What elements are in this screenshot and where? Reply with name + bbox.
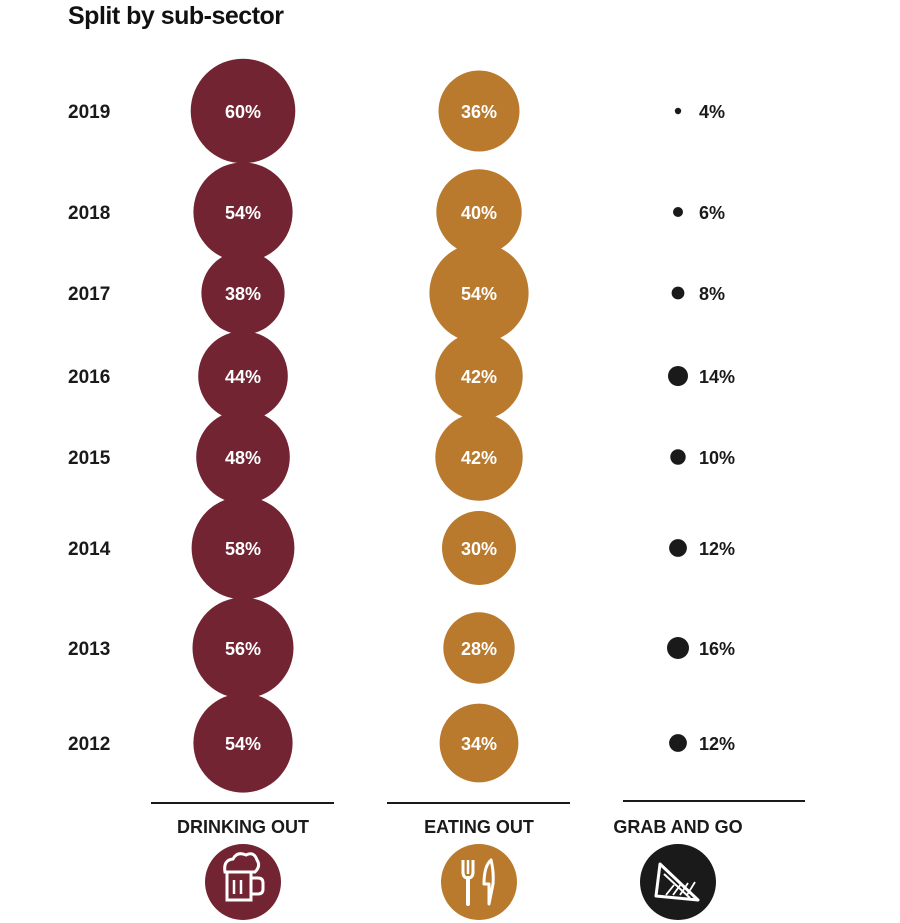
chart-title: Split by sub-sector xyxy=(68,2,284,30)
bubble-value-label: 34% xyxy=(461,734,497,754)
fork-knife-icon xyxy=(441,844,517,920)
beer-mug-icon xyxy=(205,844,281,920)
bubble-eating-out-2014 xyxy=(442,511,516,585)
bubble-eating-out-2018 xyxy=(436,169,522,255)
bubble-drinking-out-2014 xyxy=(191,496,295,600)
bubble-value-label: 28% xyxy=(461,639,497,659)
bubble-value-label: 54% xyxy=(225,203,261,223)
dot-grab-and-go-2016 xyxy=(668,366,688,386)
bubble-drinking-out-2019 xyxy=(190,58,296,164)
dot-value-label: 10% xyxy=(699,448,735,468)
bubble-drinking-out-2016 xyxy=(198,331,288,421)
bubble-drinking-out-2015 xyxy=(196,410,290,504)
column-label-grab-and-go: GRAB AND GO xyxy=(613,817,742,837)
dot-value-label: 4% xyxy=(699,102,725,122)
year-label-2012: 2012 xyxy=(68,734,110,755)
dot-grab-and-go-2015 xyxy=(670,449,686,465)
bubble-value-label: 38% xyxy=(225,284,261,304)
sandwich-icon xyxy=(640,844,716,920)
bubble-eating-out-2015 xyxy=(435,413,523,501)
dot-grab-and-go-2019 xyxy=(674,107,682,115)
bubble-value-label: 54% xyxy=(461,284,497,304)
bubble-eating-out-2019 xyxy=(438,70,520,152)
dot-value-label: 16% xyxy=(699,639,735,659)
year-label-2018: 2018 xyxy=(68,203,110,224)
bubble-value-label: 42% xyxy=(461,448,497,468)
bubble-value-label: 44% xyxy=(225,367,261,387)
dot-grab-and-go-2012 xyxy=(669,734,687,752)
bubble-value-label: 30% xyxy=(461,539,497,559)
year-label-2019: 2019 xyxy=(68,102,110,123)
bubble-eating-out-2012 xyxy=(439,703,519,783)
bubble-eating-out-2013 xyxy=(443,612,515,684)
bubble-value-label: 42% xyxy=(461,367,497,387)
dot-value-label: 12% xyxy=(699,734,735,754)
year-label-2016: 2016 xyxy=(68,367,110,388)
dot-grab-and-go-2014 xyxy=(669,539,687,557)
bubble-value-label: 48% xyxy=(225,448,261,468)
bubble-drinking-out-2017 xyxy=(201,251,285,335)
year-label-2017: 2017 xyxy=(68,284,110,305)
dot-grab-and-go-2017 xyxy=(671,286,685,300)
dot-grab-and-go-2018 xyxy=(673,207,683,217)
bubble-drinking-out-2012 xyxy=(193,693,293,793)
year-label-2014: 2014 xyxy=(68,539,111,560)
bubble-eating-out-2016 xyxy=(435,332,523,420)
column-label-drinking-out: DRINKING OUT xyxy=(177,817,309,837)
dot-value-label: 14% xyxy=(699,367,735,387)
dot-value-label: 12% xyxy=(699,539,735,559)
bubble-value-label: 40% xyxy=(461,203,497,223)
bubble-drinking-out-2018 xyxy=(193,162,293,262)
year-label-2015: 2015 xyxy=(68,448,111,469)
dot-value-label: 8% xyxy=(699,284,725,304)
bubble-drinking-out-2013 xyxy=(192,597,294,699)
bubble-value-label: 36% xyxy=(461,102,497,122)
bubble-value-label: 60% xyxy=(225,102,261,122)
bubble-value-label: 54% xyxy=(225,734,261,754)
dot-value-label: 6% xyxy=(699,203,725,223)
bubble-value-label: 58% xyxy=(225,539,261,559)
bubble-eating-out-2017 xyxy=(429,243,529,343)
dot-grab-and-go-2013 xyxy=(667,637,689,659)
year-label-2013: 2013 xyxy=(68,639,110,660)
column-label-eating-out: EATING OUT xyxy=(424,817,534,837)
bubble-value-label: 56% xyxy=(225,639,261,659)
